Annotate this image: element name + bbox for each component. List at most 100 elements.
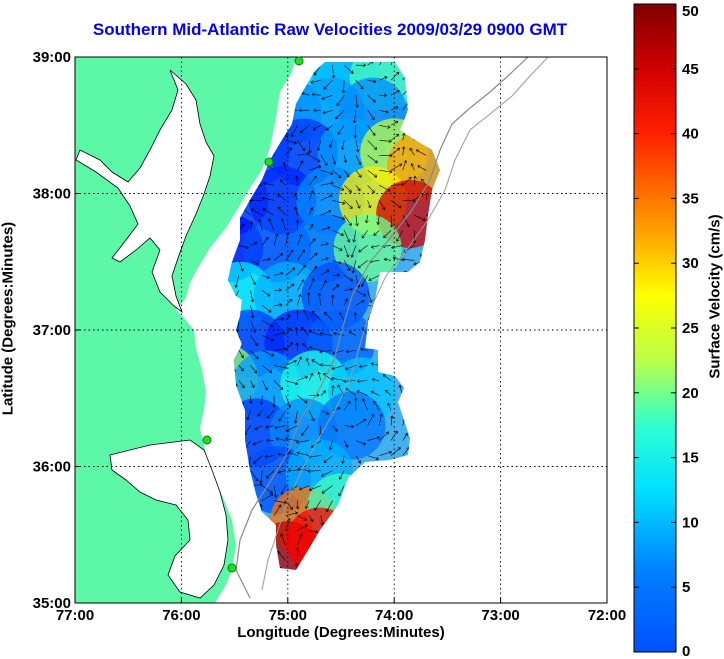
velocity-vector	[343, 260, 351, 271]
velocity-vector	[338, 470, 345, 480]
velocity-vector	[273, 485, 278, 498]
velocity-vector	[278, 410, 286, 422]
velocity-vector	[368, 275, 380, 281]
velocity-vector	[285, 511, 299, 516]
velocity-vector	[392, 256, 403, 261]
velocity-vector	[293, 410, 298, 424]
velocity-vector	[308, 265, 318, 276]
x-tick-label: 76:00	[162, 607, 200, 624]
velocity-vector	[262, 350, 275, 357]
velocity-vector	[285, 425, 298, 432]
velocity-vector	[344, 424, 354, 429]
velocity-vector	[319, 349, 333, 354]
velocity-vector	[343, 298, 348, 306]
velocity-vector	[285, 314, 291, 321]
velocity-vector	[344, 275, 354, 282]
velocity-vector	[295, 219, 300, 231]
velocity-vector	[297, 293, 302, 306]
velocity-vector	[250, 275, 256, 286]
x-tick-label: 73:00	[481, 607, 519, 624]
velocity-vector	[250, 335, 258, 347]
velocity-vector	[341, 455, 345, 464]
velocity-vector	[390, 71, 400, 81]
velocity-vector	[332, 230, 344, 236]
velocity-vector	[402, 433, 408, 441]
velocity-vector	[262, 257, 271, 262]
velocity-vector	[285, 283, 295, 291]
velocity-vector	[370, 245, 380, 249]
velocity-vector	[262, 335, 275, 342]
velocity-vector	[323, 79, 333, 90]
velocity-vector	[273, 347, 287, 351]
velocity-vector	[285, 298, 293, 306]
x-tick-label: 74:00	[375, 607, 413, 624]
velocity-vector	[355, 440, 367, 446]
velocity-vector	[295, 500, 300, 510]
velocity-vector	[417, 165, 427, 171]
velocity-vector	[343, 440, 349, 448]
velocity-vector	[373, 230, 380, 236]
velocity-vector	[299, 125, 310, 134]
velocity-vector	[345, 349, 356, 354]
velocity-vector	[285, 140, 297, 145]
velocity-vector	[320, 242, 329, 246]
velocity-vector	[319, 331, 333, 336]
velocity-vector	[361, 230, 368, 239]
velocity-vector	[339, 312, 345, 321]
velocity-vector	[273, 365, 287, 370]
grid-lines	[75, 57, 607, 603]
velocity-vector	[312, 125, 321, 131]
velocity-vector	[389, 215, 394, 228]
bathymetry-contour-outer	[261, 57, 549, 591]
velocity-vector	[402, 176, 412, 186]
velocity-vector	[390, 200, 402, 209]
colorbar-label: Surface Velocity (cm/s)	[706, 214, 724, 379]
velocity-vector	[297, 140, 306, 152]
velocity-vector	[355, 290, 367, 297]
colorbar-tick-label: 25	[682, 320, 699, 337]
velocity-vector	[333, 331, 345, 336]
velocity-vector	[294, 206, 298, 216]
y-tick-label: 39:00	[33, 49, 71, 66]
velocity-vector	[396, 230, 403, 242]
velocity-vector	[355, 95, 359, 108]
velocity-vector	[323, 311, 333, 321]
velocity-vector	[344, 287, 353, 292]
velocity-vector	[353, 312, 358, 321]
velocity-vector	[320, 155, 328, 166]
velocity-vector	[238, 365, 244, 372]
velocity-vector	[379, 109, 389, 114]
radar-site-marker	[294, 56, 304, 66]
velocity-vector	[250, 290, 255, 303]
velocity-vector	[355, 300, 365, 306]
velocity-vector	[332, 260, 342, 265]
velocity-vector	[263, 181, 275, 186]
velocity-vector	[379, 169, 393, 174]
velocity-vector	[322, 109, 333, 115]
velocity-vector	[390, 106, 399, 111]
velocity-vector	[332, 170, 342, 179]
velocity-vector	[367, 290, 373, 303]
velocity-vector	[357, 260, 368, 269]
velocity-vector	[320, 170, 334, 175]
velocity-vector	[337, 125, 345, 135]
velocity-vector	[332, 284, 340, 291]
velocity-vector	[343, 185, 352, 193]
velocity-vector	[272, 395, 276, 408]
velocity-vector	[331, 65, 336, 79]
velocity-vector	[297, 395, 308, 404]
velocity-vector	[383, 230, 392, 239]
velocity-vector	[367, 79, 377, 84]
velocity-vector	[343, 170, 350, 178]
velocity-vector	[379, 76, 388, 81]
velocity-vector	[325, 125, 333, 131]
colorbar-tick-label: 45	[682, 61, 699, 78]
velocity-vector	[285, 342, 293, 351]
velocity-vector	[249, 395, 253, 404]
velocity-vector	[320, 269, 330, 276]
velocity-vector	[273, 303, 283, 307]
velocity-vector	[262, 305, 272, 313]
velocity-vector	[277, 470, 286, 474]
velocity-vector	[355, 170, 362, 178]
